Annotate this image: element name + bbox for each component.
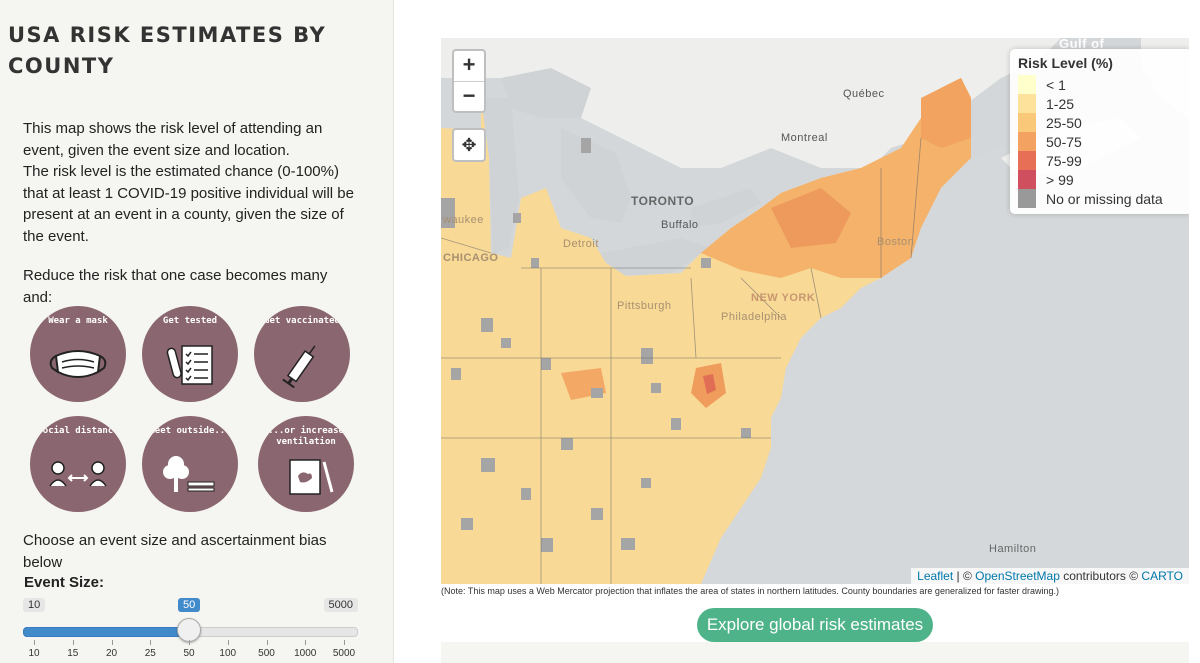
slider-tick [189,640,190,645]
lower-panel [441,642,1189,663]
legend-item: 25-50 [1018,113,1184,132]
reduce-risk-text: Reduce the risk that one case becomes ma… [23,267,328,306]
slider-handle[interactable] [177,618,201,642]
sidebar: USA RISK ESTIMATES BY COUNTY This map sh… [0,0,394,663]
legend-item: 1-25 [1018,94,1184,113]
map-label-montreal: Montreal [781,132,828,144]
description-paragraph-1: This map shows the risk level of attendi… [23,120,323,159]
slider-tick-label: 20 [105,648,118,659]
map-label-pittsburgh: Pittsburgh [617,300,672,312]
legend-title: Risk Level (%) [1018,55,1113,71]
risk-map[interactable]: Gulf of Québec Montreal TORONTO Buffalo … [441,38,1189,584]
window-ventilation-icon: ...or increase ventilation [258,416,354,512]
zoom-control: + − [452,49,486,113]
syringe-icon: Get vaccinated [254,306,350,402]
mask-icon: Wear a mask [30,306,126,402]
slider-max-label: 5000 [323,598,358,612]
prevention-icons: Wear a mask Get tested Get vaccinated [30,306,360,512]
slider-tick-label: 15 [67,648,79,659]
social-distance-icon: Social distance [30,416,126,512]
legend-item: 75-99 [1018,151,1184,170]
slider-tick [227,640,229,645]
zoom-in-button[interactable]: + [454,51,484,82]
slider-tick-label: 100 [219,648,237,659]
legend-swatch [1018,132,1036,151]
event-size-label: Event Size: [24,574,105,591]
legend-item: < 1 [1018,75,1184,94]
page-title: USA RISK ESTIMATES BY COUNTY [8,23,327,78]
legend-swatch [1018,94,1036,113]
legend-label: 1-25 [1046,95,1075,112]
legend-label: < 1 [1046,76,1066,93]
map-label-quebec: Québec [843,88,885,100]
map-label-chicago: CHICAGO [443,252,499,264]
slider-tick-label: 25 [144,648,156,659]
event-size-slider[interactable]: 10 50 5000 10 15 20 25 50 100 500 1000 5000 [23,598,358,663]
choose-text: Choose an event size and ascertainment b… [23,532,327,571]
slider-fill [23,627,191,637]
map-label-buffalo: Buffalo [661,219,699,231]
slider-ticks: 10 15 20 25 50 100 500 1000 5000 [23,640,358,659]
legend-item: > 99 [1018,170,1184,189]
attribution-separator: | © [953,569,976,583]
legend-swatch [1018,151,1036,170]
test-checklist-icon: Get tested [142,306,238,402]
legend-swatch [1018,113,1036,132]
legend-label: 75-99 [1046,152,1082,169]
carto-link[interactable]: CARTO [1141,569,1183,583]
legend-swatch [1018,75,1036,94]
legend-items: < 1 1-25 25-50 50-75 75-99 > 99 No or missing … [1018,75,1184,208]
slider-tick-label: 500 [258,648,275,659]
slider-tick [344,640,345,645]
leaflet-link[interactable]: Leaflet [917,569,954,583]
legend-swatch [1018,189,1036,208]
map-label-hamilton: Hamilton [989,543,1037,555]
legend-label: 25-50 [1046,114,1082,131]
attribution-contributors: contributors © [1059,569,1142,583]
legend-item: No or missing data [1018,189,1184,208]
zoom-out-button[interactable]: − [462,83,476,108]
crosshair-icon[interactable]: ✥ [452,128,486,162]
map-label-philadelphia: Philadelphia [721,311,787,323]
explore-global-button[interactable]: Explore global risk estimates [697,608,933,642]
projection-note: (Note: This map uses a Web Mercator proj… [441,586,1059,596]
map-label-detroit: Detroit [563,238,599,250]
slider-min-label: 10 [23,598,46,612]
slider-tick-label: 50 [183,648,195,659]
legend-label: > 99 [1046,171,1074,188]
legend-label: 50-75 [1046,133,1082,150]
slider-tick [72,640,74,645]
description-paragraph-2: The risk level is the estimated chance (… [23,163,354,245]
legend-swatch [1018,170,1036,189]
map-label-toronto: TORONTO [631,194,695,208]
slider-tick [150,640,152,645]
slider-tick-label: 1000 [294,648,317,659]
slider-value-label: 50 [178,598,201,612]
map-label-boston: Boston [877,236,915,248]
legend-item: 50-75 [1018,132,1184,151]
map-label-gulf: Gulf of [1059,38,1105,51]
osm-link[interactable]: OpenStreetMap [975,569,1060,583]
slider-tick [34,640,35,645]
outdoor-tree-icon: Meet outside... [142,416,238,512]
map-label-milwaukee: waukee [443,214,484,226]
slider-tick [111,640,113,645]
legend-label: No or missing data [1046,190,1163,207]
slider-tick [305,640,307,645]
map-label-newyork: NEW YORK [751,292,816,304]
slider-tick-label: 5000 [332,648,356,659]
slider-tick-label: 10 [28,648,40,659]
slider-tick [266,640,268,645]
map-attribution: Leaflet | © OpenStreetMap contributors ©… [911,568,1189,584]
description: This map shows the risk level of attendi… [23,118,363,247]
map-legend: Risk Level (%) < 1 1-25 25-50 50-75 75-99 > 9… [1010,49,1189,214]
